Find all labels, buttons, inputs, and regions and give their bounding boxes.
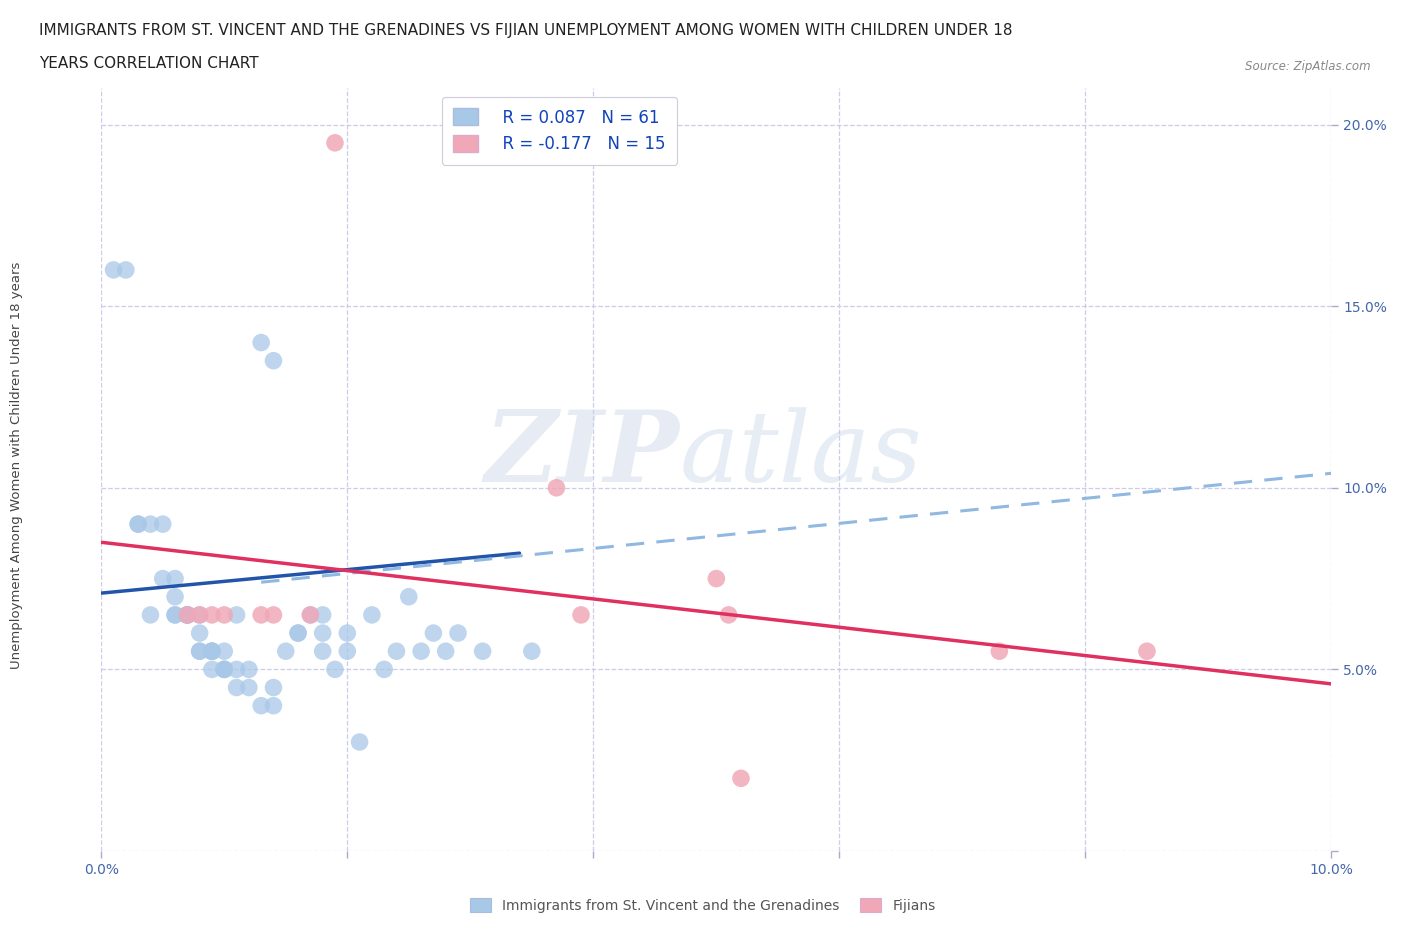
Text: atlas: atlas <box>679 406 922 502</box>
Point <box>250 335 273 350</box>
Point <box>262 680 284 695</box>
Point <box>176 607 198 622</box>
Point <box>730 771 752 786</box>
Text: Source: ZipAtlas.com: Source: ZipAtlas.com <box>1246 60 1371 73</box>
Point <box>336 644 359 658</box>
Point <box>188 644 211 658</box>
Point <box>163 571 186 586</box>
Point <box>238 680 260 695</box>
Point <box>103 262 125 277</box>
Point <box>214 644 236 658</box>
Point <box>398 590 420 604</box>
Point <box>447 626 470 641</box>
Point <box>312 644 335 658</box>
Text: ZIP: ZIP <box>485 406 679 502</box>
Point <box>520 644 543 658</box>
Point <box>152 571 174 586</box>
Point <box>139 607 162 622</box>
Point <box>250 698 273 713</box>
Point <box>214 607 236 622</box>
Point <box>704 571 728 586</box>
Point <box>188 607 211 622</box>
Point <box>262 698 284 713</box>
Point <box>299 607 322 622</box>
Point <box>349 735 371 750</box>
Point <box>287 626 309 641</box>
Point <box>1136 644 1159 658</box>
Point <box>287 626 309 641</box>
Point <box>176 607 198 622</box>
Legend:   R = 0.087   N = 61,   R = -0.177   N = 15: R = 0.087 N = 61, R = -0.177 N = 15 <box>441 97 676 165</box>
Point <box>201 644 224 658</box>
Point <box>434 644 457 658</box>
Point <box>152 517 174 532</box>
Point <box>201 662 224 677</box>
Point <box>127 517 149 532</box>
Legend: Immigrants from St. Vincent and the Grenadines, Fijians: Immigrants from St. Vincent and the Gren… <box>465 893 941 919</box>
Point <box>225 607 247 622</box>
Point <box>411 644 433 658</box>
Point <box>214 662 236 677</box>
Point <box>188 607 211 622</box>
Point <box>225 662 247 677</box>
Point <box>139 517 162 532</box>
Point <box>201 607 224 622</box>
Point <box>360 607 382 622</box>
Point <box>262 353 284 368</box>
Point <box>323 136 346 151</box>
Point <box>163 590 186 604</box>
Point <box>262 607 284 622</box>
Point <box>385 644 408 658</box>
Point <box>569 607 592 622</box>
Point <box>188 626 211 641</box>
Point <box>163 607 186 622</box>
Point <box>546 481 568 496</box>
Point <box>238 662 260 677</box>
Point <box>163 607 186 622</box>
Point <box>188 644 211 658</box>
Point <box>176 607 198 622</box>
Point <box>422 626 444 641</box>
Point <box>214 662 236 677</box>
Text: Unemployment Among Women with Children Under 18 years: Unemployment Among Women with Children U… <box>10 261 24 669</box>
Text: YEARS CORRELATION CHART: YEARS CORRELATION CHART <box>39 56 259 71</box>
Point <box>214 662 236 677</box>
Point <box>176 607 198 622</box>
Point <box>274 644 297 658</box>
Point <box>373 662 395 677</box>
Text: IMMIGRANTS FROM ST. VINCENT AND THE GRENADINES VS FIJIAN UNEMPLOYMENT AMONG WOME: IMMIGRANTS FROM ST. VINCENT AND THE GREN… <box>39 23 1012 38</box>
Point <box>471 644 494 658</box>
Point <box>312 626 335 641</box>
Point <box>115 262 138 277</box>
Point <box>176 607 198 622</box>
Point <box>176 607 198 622</box>
Point <box>201 644 224 658</box>
Point <box>201 644 224 658</box>
Point <box>201 644 224 658</box>
Point <box>299 607 322 622</box>
Point <box>225 680 247 695</box>
Point <box>127 517 149 532</box>
Point <box>717 607 740 622</box>
Point <box>988 644 1011 658</box>
Point <box>250 607 273 622</box>
Point <box>336 626 359 641</box>
Point <box>312 607 335 622</box>
Point <box>323 662 346 677</box>
